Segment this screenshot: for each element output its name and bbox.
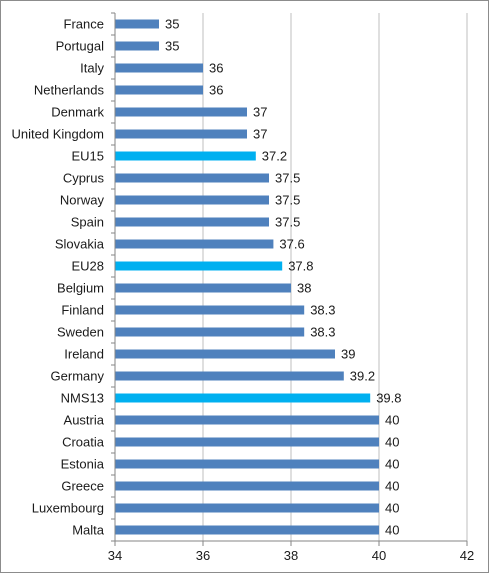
value-label-estonia: 40 [385,457,399,472]
value-label-eu28: 37.8 [288,259,313,274]
category-label-croatia: Croatia [62,435,105,450]
bar-austria [115,415,379,425]
value-label-netherlands: 36 [209,83,223,98]
bar-cyprus [115,173,269,183]
category-label-estonia: Estonia [61,457,105,472]
category-label-austria: Austria [64,413,105,428]
value-label-nms13: 39.8 [376,391,401,406]
gridlines [202,13,468,541]
x-tick-label-34: 34 [108,548,122,563]
category-label-luxembourg: Luxembourg [32,501,104,516]
value-label-luxembourg: 40 [385,501,399,516]
bar-luxembourg [115,503,379,513]
bar-eu28 [115,261,283,271]
bar-greece [115,481,379,491]
category-label-germany: Germany [51,369,105,384]
bar-germany [115,371,344,381]
x-tick-label-38: 38 [284,548,298,563]
bar-norway [115,195,269,205]
value-label-eu15: 37.2 [262,149,287,164]
bar-eu15 [115,151,256,161]
value-label-cyprus: 37.5 [275,171,300,186]
category-label-spain: Spain [71,215,104,230]
category-label-greece: Greece [61,479,104,494]
value-label-austria: 40 [385,413,399,428]
category-label-ireland: Ireland [64,347,104,362]
value-label-sweden: 38.3 [310,325,335,340]
category-label-portugal: Portugal [56,39,105,54]
bar-belgium [115,283,291,293]
bar-ireland [115,349,335,359]
bar-italy [115,63,203,73]
bar-malta [115,525,379,535]
bars [115,19,379,535]
bar-france [115,19,159,29]
bar-finland [115,305,305,315]
bar-slovakia [115,239,274,249]
value-label-portugal: 35 [165,39,179,54]
category-label-netherlands: Netherlands [34,83,105,98]
category-label-nms13: NMS13 [61,391,104,406]
bar-croatia [115,437,379,447]
bar-sweden [115,327,305,337]
category-label-eu15: EU15 [71,149,104,164]
value-label-norway: 37.5 [275,193,300,208]
category-label-norway: Norway [60,193,105,208]
value-label-united-kingdom: 37 [253,127,267,142]
bar-united-kingdom [115,129,247,139]
value-label-denmark: 37 [253,105,267,120]
bar-portugal [115,41,159,51]
category-label-cyprus: Cyprus [63,171,105,186]
category-label-finland: Finland [61,303,104,318]
category-label-sweden: Sweden [57,325,104,340]
labels: 34 36 38 40 42 France 35 Portugal 35 Italy 36 Nethe… [12,17,475,564]
bar-estonia [115,459,379,469]
x-tick-label-36: 36 [196,548,210,563]
category-label-denmark: Denmark [51,105,104,120]
x-tick-label-42: 42 [460,548,474,563]
value-label-spain: 37.5 [275,215,300,230]
value-label-belgium: 38 [297,281,311,296]
bar-nms13 [115,393,371,403]
value-label-finland: 38.3 [310,303,335,318]
category-label-malta: Malta [72,523,105,538]
value-label-germany: 39.2 [350,369,375,384]
category-label-belgium: Belgium [57,281,104,296]
value-label-slovakia: 37.6 [279,237,304,252]
bar-denmark [115,107,247,117]
axes [111,12,468,546]
value-label-france: 35 [165,17,179,32]
x-tick-label-40: 40 [372,548,386,563]
value-label-croatia: 40 [385,435,399,450]
value-label-italy: 36 [209,61,223,76]
bar-spain [115,217,269,227]
category-label-slovakia: Slovakia [55,237,105,252]
bar-netherlands [115,85,203,95]
category-label-italy: Italy [80,61,104,76]
value-label-malta: 40 [385,523,399,538]
value-label-ireland: 39 [341,347,355,362]
category-label-france: France [64,17,104,32]
category-label-united-kingdom: United Kingdom [12,127,105,142]
category-label-eu28: EU28 [71,259,104,274]
value-label-greece: 40 [385,479,399,494]
